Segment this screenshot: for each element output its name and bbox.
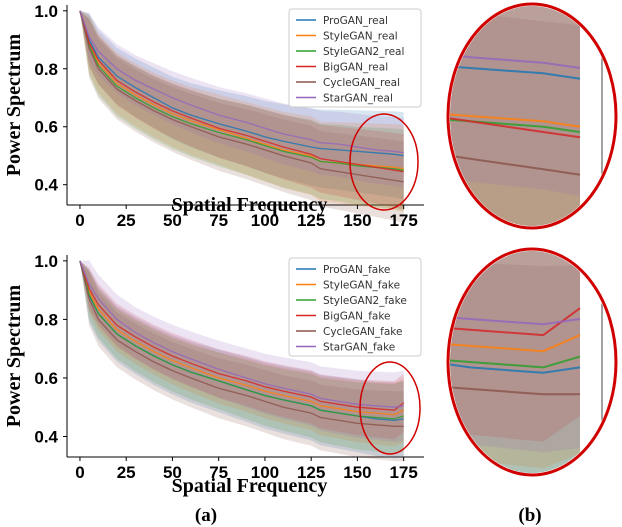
x-tick-label: 75 — [209, 463, 228, 482]
y-tick-label: 0.6 — [34, 118, 58, 137]
band-BigGAN_real — [79, 10, 404, 210]
plot-real: 0 25 50 75 100 125 150 175 0.4 0.6 0.8 1.0 Spatial F… — [3, 2, 424, 230]
x-axis-label: Spatial Frequency — [172, 475, 328, 497]
line-StyleGAN2_fake — [79, 260, 404, 420]
highlight-ellipse — [359, 361, 421, 455]
band-StyleGAN2_fake — [79, 260, 404, 454]
band-StyleGAN2_real — [79, 10, 404, 211]
legend-entry: StyleGAN2_fake — [323, 295, 407, 307]
x-tick-label: 0 — [75, 211, 84, 230]
x-tick-label: 0 — [75, 463, 84, 482]
y-tick-label: 1.0 — [34, 2, 58, 21]
legend-entry: StyleGAN_fake — [323, 280, 400, 292]
x-axis-label: Spatial Frequency — [172, 194, 328, 216]
legend-entry: CycleGAN_fake — [323, 326, 402, 338]
line-StyleGAN2_real — [79, 10, 404, 171]
band-BigGAN_fake — [79, 260, 404, 440]
y-axis-label: Power Spectrum — [3, 284, 25, 427]
y-tick-label: 1.0 — [34, 252, 58, 271]
legend-entry: BigGAN_fake — [323, 311, 391, 323]
band-StyleGAN_fake — [79, 260, 404, 447]
band-ProGAN_fake — [79, 260, 404, 459]
y-tick-label: 0.6 — [34, 369, 58, 388]
x-tick-label: 100 — [251, 211, 279, 230]
x-tick-label: 150 — [343, 463, 371, 482]
legend-entry: ProGAN_fake — [323, 264, 390, 276]
legend-entry: BigGAN_real — [323, 62, 388, 74]
x-tick-label: 75 — [209, 211, 228, 230]
legend-entry: StarGAN_real — [323, 93, 393, 105]
y-tick-label: 0.4 — [34, 428, 58, 447]
x-tick-label: 100 — [251, 463, 279, 482]
y-tick-label: 0.4 — [34, 176, 58, 195]
x-tick-label: 125 — [297, 211, 325, 230]
line-ProGAN_real — [79, 10, 404, 157]
line-BigGAN_fake — [79, 260, 405, 411]
y-axis-label: Power Spectrum — [3, 33, 25, 176]
line-StarGAN_real — [79, 10, 404, 154]
band-CycleGAN_fake — [79, 260, 404, 462]
line-CycleGAN_real — [79, 10, 404, 183]
legend-box — [288, 257, 422, 357]
panel-label-b: (b) — [518, 505, 541, 526]
legend-box — [288, 8, 422, 108]
legend-entry: CycleGAN_real — [323, 77, 400, 89]
x-tick-label: 25 — [117, 211, 136, 230]
highlight-ellipse — [349, 113, 419, 211]
zoom-ellipse — [446, 2, 618, 230]
panel-label-a: (a) — [195, 505, 217, 526]
x-tick-label: 50 — [163, 463, 182, 482]
plot-fake: 0 25 50 75 100 125 150 175 0.4 0.6 0.8 1.0 Spatial F… — [3, 252, 424, 497]
legend-entry: ProGAN_real — [323, 15, 388, 27]
x-tick-label: 50 — [163, 211, 182, 230]
y-tick-label: 0.8 — [34, 60, 58, 79]
zoom-ellipse — [446, 247, 618, 477]
x-tick-label: 25 — [117, 463, 136, 482]
x-tick-label: 150 — [343, 211, 371, 230]
band-ProGAN_real — [79, 10, 404, 200]
legend-entry: StyleGAN2_real — [323, 46, 404, 58]
legend-entry: StyleGAN_real — [323, 31, 398, 43]
band-StarGAN_fake — [79, 260, 404, 442]
x-tick-label: 175 — [389, 463, 417, 482]
y-tick-label: 0.8 — [34, 310, 58, 329]
line-CycleGAN_fake — [79, 260, 404, 427]
line-StyleGAN_fake — [79, 260, 404, 416]
line-BigGAN_real — [79, 10, 404, 173]
legend-entry: StarGAN_fake — [323, 342, 395, 354]
line-StarGAN_fake — [79, 260, 404, 408]
x-tick-label: 125 — [297, 463, 325, 482]
x-tick-label: 175 — [389, 211, 417, 230]
